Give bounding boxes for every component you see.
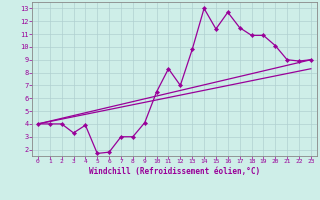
X-axis label: Windchill (Refroidissement éolien,°C): Windchill (Refroidissement éolien,°C) [89,167,260,176]
